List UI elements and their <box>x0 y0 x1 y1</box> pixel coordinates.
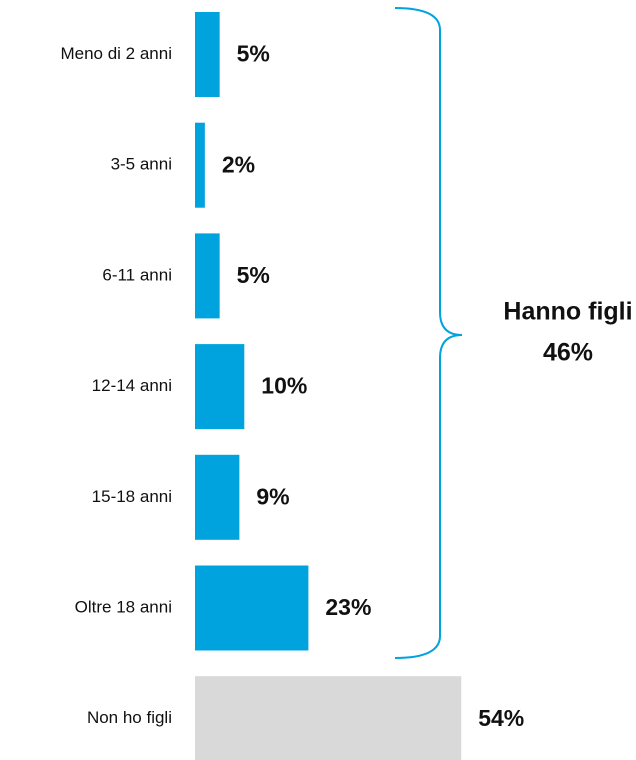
value-label: 5% <box>237 262 270 288</box>
value-label: 2% <box>222 151 255 177</box>
bar <box>195 344 245 430</box>
value-label: 9% <box>256 483 289 509</box>
value-label: 10% <box>261 373 307 399</box>
bar <box>195 676 462 760</box>
category-label: 15-18 anni <box>92 487 172 506</box>
value-label: 5% <box>237 41 270 67</box>
category-label: Meno di 2 anni <box>60 44 172 63</box>
category-label: 6-11 anni <box>102 265 172 284</box>
category-label: 12-14 anni <box>92 376 172 395</box>
category-label: Oltre 18 anni <box>75 597 172 616</box>
bar <box>195 233 220 319</box>
annotation-value: 46% <box>543 339 593 367</box>
bracket <box>394 7 463 659</box>
value-label: 54% <box>478 705 524 731</box>
value-label: 23% <box>325 594 371 620</box>
category-label: 3-5 anni <box>111 155 172 174</box>
bar <box>195 565 309 651</box>
bar <box>195 454 240 540</box>
category-label: Non ho figli <box>87 708 172 727</box>
annotation-text: Hanno figli <box>503 298 632 326</box>
bar <box>195 122 205 208</box>
bar <box>195 12 220 97</box>
